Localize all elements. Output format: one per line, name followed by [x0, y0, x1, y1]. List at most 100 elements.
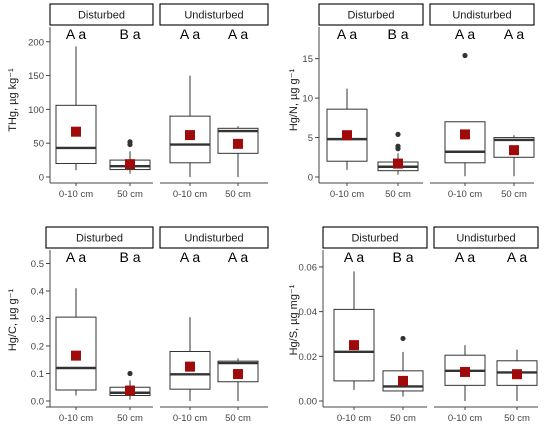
x-tick-label: 0-10 cm	[448, 413, 482, 424]
facet-strip	[318, 3, 424, 26]
chart-1: THg, µg kg⁻¹ 0 50 100 150 200 Disturbed A a 0-10…	[7, 3, 269, 200]
chart-4: Hg/S, µg mg⁻¹ 0.00 0.02 0.04 0.06 Disturbed A …	[288, 226, 539, 424]
y-axis-label: Hg/S, µg mg⁻¹	[288, 284, 300, 355]
mean-marker	[398, 375, 408, 386]
y-tick-label: 15	[302, 54, 313, 65]
significance-letters: A a	[180, 249, 200, 265]
mean-marker	[71, 126, 81, 137]
chart-2: Hg/N, µg g⁻¹ 0 5 10 15 Disturbed A a 0-10 cm B a…	[288, 3, 535, 200]
mean-marker	[393, 158, 403, 169]
significance-letters: B a	[119, 249, 140, 265]
y-tick-label: 10	[302, 94, 313, 105]
facet-strip-label: Undisturbed	[184, 10, 243, 22]
facet-panel-undisturbed: Undisturbed A a 0-10 cm A a 50 cm	[429, 3, 535, 200]
outlier-point	[400, 335, 406, 342]
facet-panel-disturbed: Disturbed A a 0-10 cm B a 50 cm	[318, 3, 424, 200]
mean-marker	[125, 159, 135, 170]
x-tick-label: 0-10 cm	[448, 189, 482, 200]
x-tick-label: 0-10 cm	[337, 413, 371, 424]
significance-letters: B a	[387, 26, 408, 42]
y-tick-label: 0	[308, 173, 313, 184]
facet-panel-disturbed: Disturbed A a 0-10 cm B a 50 cm	[49, 3, 154, 200]
significance-letters: A a	[504, 26, 524, 42]
x-tick-label: 50 cm	[504, 413, 530, 424]
significance-letters: A a	[507, 249, 527, 265]
mean-marker	[233, 138, 243, 149]
box-50-cm: B a 50 cm	[109, 249, 151, 424]
y-tick-label: 0	[39, 173, 44, 184]
mean-marker	[512, 369, 522, 380]
facet-strip	[429, 3, 535, 26]
facet-strip	[159, 3, 269, 26]
y-tick-label: 150	[28, 71, 44, 82]
box-50-cm: B a 50 cm	[377, 26, 419, 200]
x-tick-label: 0-10 cm	[59, 189, 93, 200]
y-tick-label: 0.2	[31, 342, 44, 353]
x-tick-label: 0-10 cm	[59, 413, 93, 424]
outlier-point	[395, 143, 401, 149]
y-tick-label: 0.0	[31, 397, 44, 408]
significance-letters: B a	[119, 26, 140, 42]
outlier-point	[127, 139, 133, 145]
box-50-cm: A a 50 cm	[493, 26, 535, 200]
chart-3: Hg/C, µg g⁻¹ 0.0 0.1 0.2 0.3 0.4 0.5 Disturbed A…	[7, 226, 269, 424]
x-tick-label: 50 cm	[225, 189, 251, 200]
box-0-10-cm: A a 0-10 cm	[444, 26, 486, 200]
facet-strip	[322, 226, 428, 249]
significance-letters: B a	[392, 249, 413, 265]
mean-marker	[185, 130, 195, 141]
y-tick-label: 0.02	[299, 352, 318, 363]
box-0-10-cm: A a 0-10 cm	[333, 249, 375, 424]
box-0-10-cm: A a 0-10 cm	[326, 26, 368, 200]
outlier-point	[127, 370, 133, 377]
y-tick-label: 0.3	[31, 314, 44, 325]
y-tick-label: 5	[308, 133, 313, 144]
x-tick-label: 50 cm	[385, 189, 411, 200]
y-tick-label: 100	[28, 105, 44, 116]
box-0-10-cm: A a 0-10 cm	[55, 26, 97, 200]
facet-strip	[159, 226, 269, 249]
facet-strip-label: Disturbed	[351, 233, 398, 245]
facet-panel-disturbed: Disturbed A a 0-10 cm B a 50 cm	[322, 226, 428, 424]
box-50-cm: A a 50 cm	[217, 249, 259, 424]
y-tick-label: 200	[28, 37, 44, 48]
box-0-10-cm: A a 0-10 cm	[169, 26, 211, 200]
significance-letters: A a	[66, 249, 86, 265]
mean-marker	[342, 130, 352, 141]
outlier-point	[462, 52, 468, 59]
y-tick-label: 0.06	[299, 262, 318, 273]
box-50-cm: A a 50 cm	[496, 249, 538, 424]
x-tick-label: 50 cm	[501, 189, 527, 200]
facet-strip-label: Undisturbed	[452, 10, 511, 22]
facet-strip-label: Disturbed	[76, 233, 123, 245]
x-tick-label: 0-10 cm	[330, 189, 364, 200]
x-tick-label: 50 cm	[225, 413, 251, 424]
y-axis-label: Hg/C, µg g⁻¹	[7, 289, 19, 352]
y-tick-label: 0.4	[31, 287, 44, 298]
x-tick-label: 0-10 cm	[173, 189, 207, 200]
box-50-cm: B a 50 cm	[109, 26, 151, 200]
mean-marker	[125, 385, 135, 396]
y-axis-label: THg, µg kg⁻¹	[7, 68, 19, 132]
y-axis-label: Hg/N, µg g⁻¹	[288, 69, 300, 132]
significance-letters: A a	[228, 249, 248, 265]
x-tick-label: 50 cm	[390, 413, 416, 424]
facet-strip	[45, 226, 154, 249]
facet-strip-label: Disturbed	[347, 10, 394, 22]
outlier-point	[395, 131, 401, 137]
y-tick-label: 0.5	[31, 259, 44, 270]
box-0-10-cm: A a 0-10 cm	[55, 249, 97, 424]
facet-strip	[433, 226, 539, 249]
significance-letters: A a	[66, 26, 86, 42]
significance-letters: A a	[455, 26, 475, 42]
x-tick-label: 0-10 cm	[173, 413, 207, 424]
iqr-box	[444, 121, 486, 164]
mean-marker	[233, 369, 243, 380]
box-0-10-cm: A a 0-10 cm	[169, 249, 211, 424]
y-tick-label: 0.1	[31, 369, 44, 380]
mean-marker	[460, 366, 470, 377]
significance-letters: A a	[344, 249, 364, 265]
box-0-10-cm: A a 0-10 cm	[444, 249, 486, 424]
mean-marker	[71, 350, 81, 361]
